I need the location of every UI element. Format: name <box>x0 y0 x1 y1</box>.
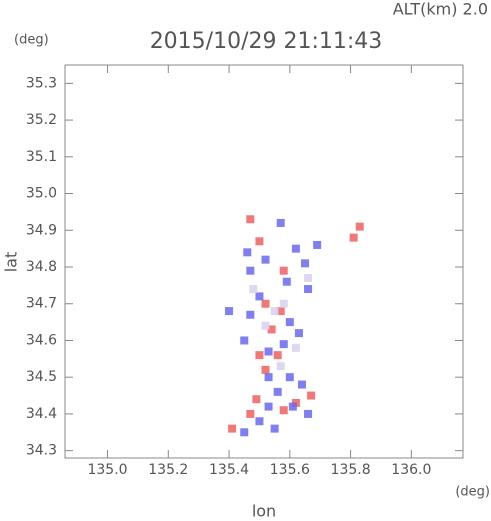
radar-cell <box>261 321 270 330</box>
radar-cell <box>355 222 364 231</box>
radar-cell <box>267 325 276 334</box>
radar-cell <box>282 277 291 286</box>
chart-title: 2015/10/29 21:11:43 <box>150 29 383 54</box>
y-tick-label: 34.6 <box>26 332 57 348</box>
radar-cell <box>304 285 313 294</box>
y-tick-label: 34.8 <box>26 259 57 275</box>
radar-cell <box>291 343 300 352</box>
radar-cell <box>279 406 288 415</box>
y-tick-label: 35.3 <box>26 75 57 91</box>
radar-cell <box>240 336 249 345</box>
radar-cell <box>261 365 270 374</box>
radar-cell <box>264 373 273 382</box>
radar-cell <box>304 409 313 418</box>
radar-cell <box>255 417 264 426</box>
y-tick-label: 34.7 <box>26 296 57 312</box>
y-tick-label: 35.1 <box>26 149 57 165</box>
radar-cell <box>349 233 358 242</box>
y-tick-label: 34.9 <box>26 222 57 238</box>
radar-cell <box>252 395 261 404</box>
radar-cell <box>279 340 288 349</box>
x-axis-label: lon <box>252 502 276 521</box>
radar-cell <box>240 428 249 437</box>
plot-frame <box>64 64 464 459</box>
radar-cell <box>276 218 285 227</box>
radar-cell <box>243 248 252 257</box>
radar-cell <box>270 424 279 433</box>
y-tick-label: 34.3 <box>26 443 57 459</box>
radar-cell <box>304 274 313 283</box>
radar-cell <box>225 307 234 316</box>
radar-cell <box>249 285 258 294</box>
y-tick-label: 35.2 <box>26 112 57 128</box>
radar-cell <box>264 402 273 411</box>
y-unit: (deg) <box>14 33 49 48</box>
y-axis-label: lat <box>2 252 21 273</box>
x-tick-label: 135.6 <box>270 462 310 478</box>
radar-cell <box>255 237 264 246</box>
radar-cell <box>255 292 264 301</box>
y-tick-label: 34.5 <box>26 369 57 385</box>
x-tick-label: 136.0 <box>391 462 431 478</box>
radar-cell <box>285 373 294 382</box>
radar-cell <box>261 299 270 308</box>
x-tick-label: 135.8 <box>331 462 371 478</box>
radar-cell <box>264 347 273 356</box>
x-unit: (deg) <box>455 485 490 500</box>
radar-cell <box>285 318 294 327</box>
x-tick-label: 135.2 <box>148 462 188 478</box>
radar-cell <box>255 351 264 360</box>
y-tick-label: 35.0 <box>26 186 57 202</box>
radar-cell <box>294 329 303 338</box>
radar-cell <box>228 424 237 433</box>
radar-cell <box>301 259 310 268</box>
radar-cell <box>246 215 255 224</box>
radar-cell <box>313 240 322 249</box>
radar-cell <box>261 255 270 264</box>
radar-cell <box>279 299 288 308</box>
radar-cell <box>291 244 300 253</box>
radar-cell <box>279 266 288 275</box>
radar-cell <box>273 351 282 360</box>
altitude-label: ALT(km) 2.0 <box>393 0 488 19</box>
radar-cell <box>276 362 285 371</box>
radar-cell <box>246 409 255 418</box>
radar-cell <box>270 307 279 316</box>
radar-cell <box>246 266 255 275</box>
radar-cell <box>273 387 282 396</box>
radar-cell <box>307 391 316 400</box>
x-tick-label: 135.0 <box>87 462 127 478</box>
radar-cell <box>276 307 285 316</box>
y-tick-label: 34.4 <box>26 406 57 422</box>
radar-cell <box>288 402 297 411</box>
radar-cell <box>297 380 306 389</box>
x-tick-label: 135.4 <box>209 462 249 478</box>
radar-cell <box>246 310 255 319</box>
